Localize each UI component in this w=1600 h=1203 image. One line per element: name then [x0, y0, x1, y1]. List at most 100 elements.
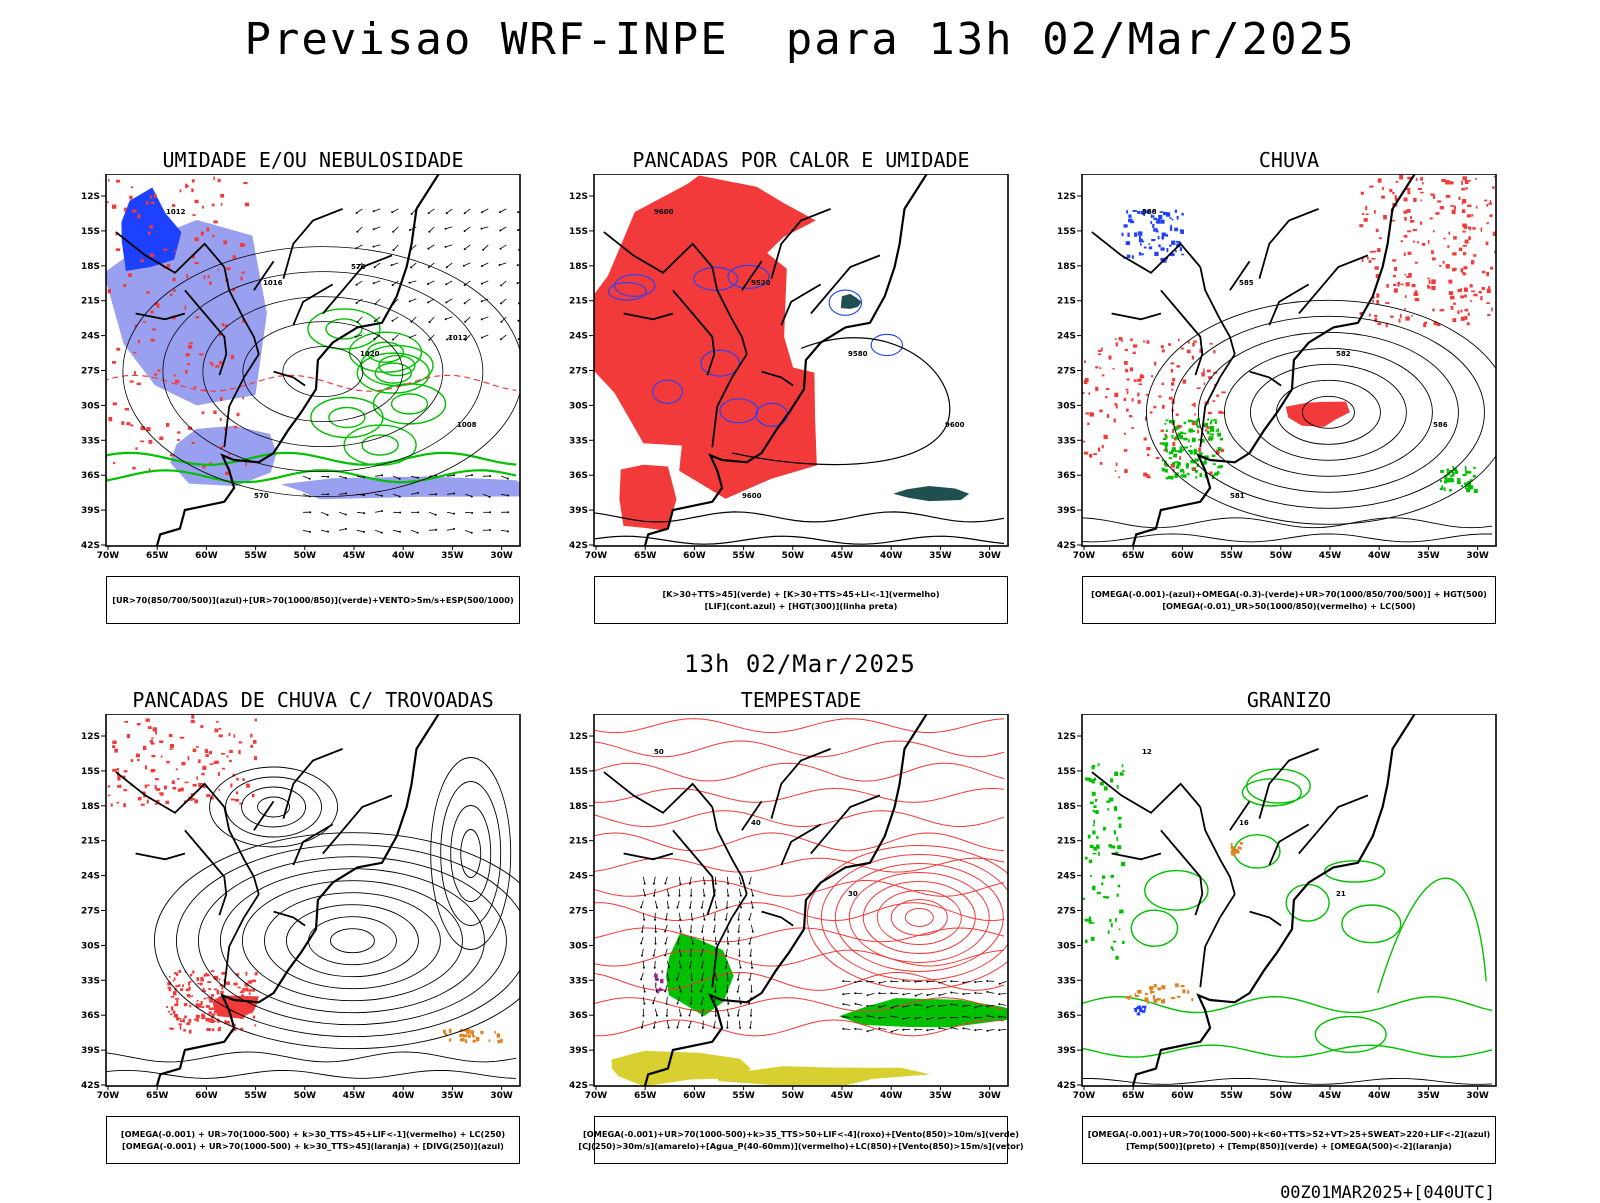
storm-orange-area — [472, 1034, 474, 1037]
rain-red-area — [1187, 350, 1191, 354]
storm-red-area — [219, 978, 221, 980]
wind850-vector — [690, 901, 691, 908]
rain-green-area — [1178, 433, 1181, 437]
rain-red-area — [1508, 289, 1510, 291]
thickness-dashed-marks — [149, 440, 153, 444]
state-border — [771, 749, 830, 819]
wind850-vector — [842, 993, 844, 995]
wind-vector — [374, 209, 381, 211]
wind-vector — [356, 245, 362, 248]
wind-vector — [445, 228, 447, 230]
wind850-vector — [655, 1009, 657, 1016]
rain-blue-area — [1140, 243, 1142, 246]
severe-purple-area — [662, 970, 664, 973]
wind850-vector — [654, 949, 656, 956]
rain-blue-area — [1167, 248, 1169, 252]
rain-red-area — [1408, 273, 1412, 278]
hgt500-contour — [1082, 534, 1492, 542]
temp850-contour-dots — [1117, 894, 1119, 897]
lat-tick-label: 42S — [1057, 1081, 1076, 1091]
rain-red-area — [1405, 295, 1407, 298]
rain-red-area — [1375, 266, 1379, 270]
rain-red-area — [1444, 238, 1446, 240]
rain-red-area — [1118, 476, 1120, 478]
temp850-contour-dots — [1118, 817, 1122, 820]
storm-red-area — [204, 998, 207, 1000]
storm-red-area — [108, 785, 110, 787]
lon-tick-label: 30W — [490, 1091, 513, 1101]
humidity-1000-850-contour — [392, 394, 428, 414]
storm-red-area — [169, 989, 172, 992]
wind-vector — [453, 474, 455, 476]
rain-red-area — [1448, 232, 1450, 235]
thickness-dashed-marks — [172, 204, 175, 207]
rain-red-area — [1151, 375, 1153, 377]
humidity-850-700-500-area — [281, 476, 529, 499]
rain-red-area — [1133, 344, 1137, 347]
thickness-dashed-marks — [150, 254, 154, 257]
wind-vector — [417, 492, 419, 494]
wind-vector — [435, 493, 437, 495]
thickness-dashed-marks — [222, 323, 224, 326]
rain-blue-area — [1151, 239, 1155, 241]
storm-red-area — [155, 778, 159, 780]
rain-red-area — [1370, 251, 1374, 253]
rain-red-area — [1392, 220, 1396, 222]
rain-blue-area — [1169, 217, 1171, 219]
wind850-vector — [714, 925, 715, 932]
lat-tick-label: 15S — [81, 227, 100, 237]
field-layer — [104, 176, 529, 533]
wind-vector — [410, 281, 417, 283]
streamline-lc250 — [330, 929, 374, 953]
wind850-vector — [879, 1006, 881, 1008]
omega500-orange-area — [1177, 996, 1181, 998]
rain-green-area — [1210, 426, 1214, 430]
rain-red-area — [1131, 427, 1134, 429]
rain-red-area — [1420, 192, 1424, 194]
wind-vector — [500, 302, 502, 304]
wind-vector — [309, 478, 311, 480]
wind-vector — [393, 227, 398, 232]
temp850-contour-dots — [1085, 857, 1088, 860]
rain-red-area — [1392, 259, 1396, 261]
storm-red-area — [219, 735, 223, 738]
wind850-vector — [927, 1029, 934, 1030]
wind850-vector — [752, 931, 754, 933]
wind-vector — [309, 495, 311, 497]
rain-red-area — [1491, 307, 1493, 311]
rain-green-area — [1172, 435, 1174, 439]
rain-blue-area — [1158, 244, 1160, 247]
state-border — [283, 209, 342, 279]
rain-red-area — [1359, 224, 1363, 227]
rain-red-area — [1482, 287, 1485, 290]
lon-tick-label: 55W — [244, 551, 267, 561]
streamline-lc250 — [264, 893, 440, 989]
rain-green-area — [1188, 439, 1190, 442]
wind850-vector — [750, 955, 752, 957]
rain-red-area — [1407, 190, 1410, 194]
wind-vector — [453, 528, 455, 530]
wind850-vector — [654, 1021, 655, 1028]
storm-red-area — [137, 759, 140, 761]
wind850-vector — [640, 942, 642, 944]
rain-red-area — [1446, 195, 1451, 198]
rain-green-area — [1212, 455, 1216, 457]
rain-green-area — [1440, 480, 1442, 482]
wind850-vector — [854, 1028, 856, 1030]
storm-red-area — [203, 1015, 206, 1019]
instability-green-area — [893, 486, 969, 501]
storm-red-area — [182, 984, 184, 987]
wind-vector — [321, 512, 328, 515]
streamline-lc250 — [441, 782, 501, 926]
storm-red-area — [170, 744, 174, 748]
rain-red-area — [1465, 187, 1468, 189]
temp850-contour-dots — [1107, 808, 1109, 811]
wind850-vector — [998, 1003, 1000, 1005]
thickness-dashed-marks — [202, 411, 205, 414]
rain-red-area — [1374, 210, 1376, 214]
contour-label: 12 — [1142, 748, 1152, 756]
rain-red-area — [1143, 340, 1145, 342]
wind-vector — [481, 300, 483, 302]
wind850-vector — [654, 919, 656, 921]
wind850-vector — [677, 1003, 679, 1005]
